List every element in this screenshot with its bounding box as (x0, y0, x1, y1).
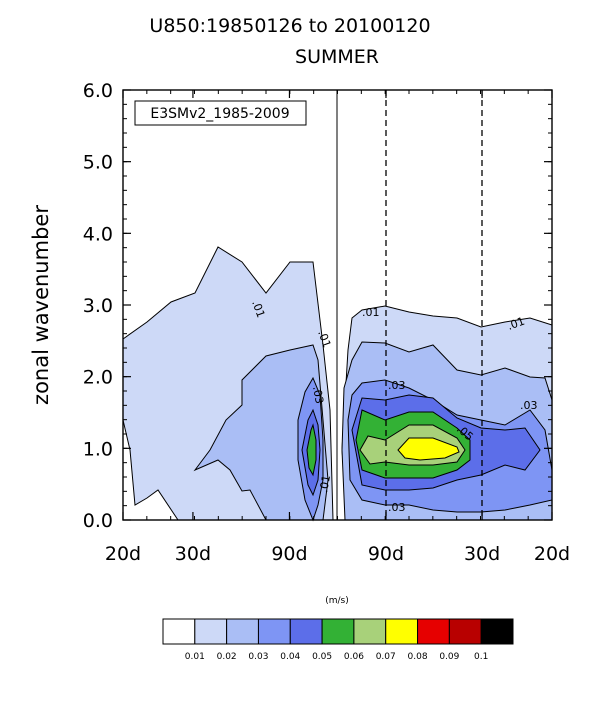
contour-label: .01 (362, 306, 380, 319)
contour-label: .03 (388, 501, 406, 514)
x-tick-label: 90d (271, 543, 307, 565)
y-tick-label: 6.0 (83, 80, 113, 102)
y-tick-label: 5.0 (83, 152, 113, 174)
contour-label: .03 (388, 379, 406, 392)
annotation-box (134, 100, 307, 126)
contour-fill-05-left (306, 423, 317, 477)
x-tick-label: 20d (534, 543, 570, 565)
contour-label: .03 (520, 399, 538, 412)
colorbar: 0.01 0.02 0.03 0.04 0.05 0.06 0.07 0.08 0.09 0.1 (162, 618, 514, 662)
y-axis-label: zonal wavenumber (29, 205, 53, 405)
colorbar-swatch (194, 618, 228, 645)
colorbar-level-label: 0.05 (312, 652, 332, 662)
colorbar-level-label: 0.1 (474, 652, 488, 662)
y-tick-label: 0.0 (83, 510, 113, 532)
x-tick-label: 30d (464, 543, 500, 565)
colorbar-level-label: 0.02 (217, 652, 237, 662)
contour-label: .01 (249, 299, 267, 320)
contour-fill-02-left (193, 344, 329, 521)
annotation-text: E3SMv2_1985-2009 (150, 106, 289, 122)
contour-fill-07 (397, 437, 460, 461)
chart-title: U850:19850126 to 20100120 (149, 15, 430, 37)
colorbar-swatch (353, 618, 387, 645)
colorbar-swatch (321, 618, 355, 645)
y-tick-label: 1.0 (83, 438, 113, 460)
colorbar-swatch (162, 618, 196, 645)
colorbar-swatch (448, 618, 482, 645)
y-tick-label: 4.0 (83, 223, 113, 245)
colorbar-unit: (m/s) (325, 596, 349, 606)
colorbar-level-label: 0.03 (248, 652, 268, 662)
x-tick-label: 90d (368, 543, 404, 565)
contour-label: .03 (310, 385, 326, 404)
axis-ticks: 0.0 1.0 2.0 3.0 4.0 5.0 6.0 20d 30d 90d 90d 30d 20d (83, 80, 570, 565)
colorbar-level-label: 0.07 (376, 652, 396, 662)
y-tick-label: 3.0 (83, 295, 113, 317)
contour-fills (122, 246, 553, 522)
colorbar-swatch (385, 618, 419, 645)
colorbar-swatch (289, 618, 323, 645)
chart-subtitle: SUMMER (295, 46, 379, 68)
colorbar-level-label: 0.04 (280, 652, 300, 662)
contour-label: .01 (506, 315, 527, 333)
colorbar-level-label: 0.06 (344, 652, 364, 662)
colorbar-level-label: 0.08 (408, 652, 428, 662)
contour-label: .01 (315, 329, 333, 350)
x-tick-label: 30d (175, 543, 211, 565)
x-tick-label: 20d (105, 543, 141, 565)
colorbar-swatch (226, 618, 259, 645)
y-tick-label: 2.0 (83, 367, 113, 389)
colorbar-swatch (480, 618, 514, 645)
colorbar-swatch (257, 618, 291, 645)
colorbar-level-label: 0.09 (439, 652, 459, 662)
colorbar-swatch (417, 618, 450, 645)
contour-label: .01 (317, 474, 333, 493)
colorbar-level-label: 0.01 (185, 652, 205, 662)
